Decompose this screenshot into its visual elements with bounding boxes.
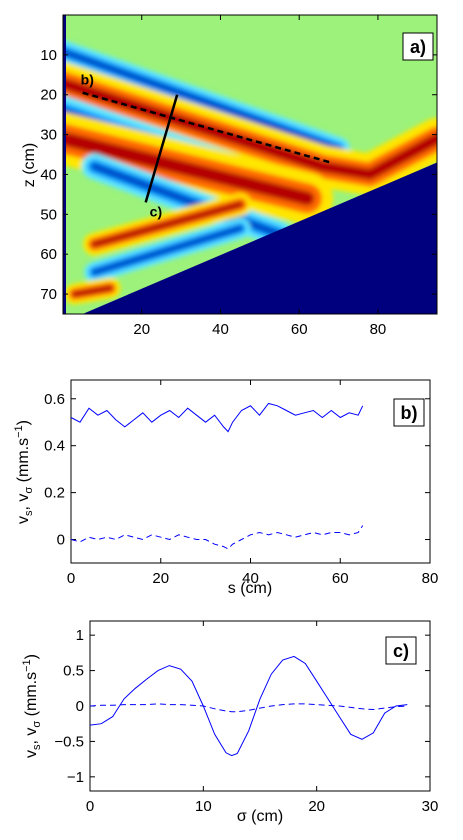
ytick-label: 20 [40, 87, 57, 104]
panel-a-axes: 10 20 30 40 50 60 70 20 40 60 80 [40, 15, 437, 338]
panel-c-ytick-label: 0.5 [63, 663, 84, 680]
transect-c-line [144, 94, 179, 203]
panel-b-series-solid [71, 402, 364, 433]
panel-c-xlabel: σ (cm) [237, 808, 283, 825]
heatmap-band-6-layer-2 [91, 225, 243, 275]
ytick-label: 10 [40, 47, 57, 64]
panel-b-ytick-label: 0.6 [44, 391, 65, 408]
heatmap-band-7-layer-2 [72, 285, 113, 297]
panel-b-xlabel: s (cm) [228, 580, 272, 597]
panel-b-frame [70, 379, 431, 564]
panel-b-ylabel: vs, vσ (mm.s−1) [13, 420, 35, 524]
panel-b-ytick-label: 0.4 [44, 438, 65, 455]
heatmap-bands [63, 39, 437, 305]
panel-a-heatmap: b) c) 10 20 30 40 50 60 70 20 40 60 80 z (cm) a) [21, 14, 438, 338]
panel-b-xtick-label: 40 [242, 570, 259, 587]
panel-c-frame [89, 620, 431, 792]
ytick-label: 50 [40, 206, 57, 223]
panel-c-ytick-label: 0 [76, 698, 84, 715]
panel-c-series-dashed [90, 703, 408, 713]
panel-c-ytick-label: −1 [67, 769, 84, 786]
panel-c-line-chart: 0 10 20 30 −1 −0.5 0 0.5 1 σ (cm) vs, vσ (mm.s−1… [21, 620, 438, 825]
panel-a-label: a) [410, 37, 426, 57]
ytick-label: 70 [40, 286, 57, 303]
panel-b-label-box: b) [393, 398, 425, 427]
panel-c-xtick-label: 10 [195, 798, 212, 815]
panel-b-ytick-label: 0 [57, 532, 65, 549]
heatmap-band-5-layer-2 [91, 201, 244, 248]
panel-a-frame [62, 14, 438, 315]
left-edge-strip [63, 15, 66, 314]
transect-b-line [82, 91, 332, 164]
panel-c-series [90, 655, 408, 757]
heatmap-band-0-layer-2 [63, 48, 342, 152]
panel-c-xtick-label: 30 [422, 798, 439, 815]
panel-c-axes: 0 10 20 30 −1 −0.5 0 0.5 1 [54, 621, 438, 815]
panel-b-series-dashed [71, 525, 364, 550]
panel-c-series-solid [90, 655, 408, 757]
panel-c-ylabel: vs, vσ (mm.s−1) [21, 654, 43, 758]
xtick-label: 60 [291, 321, 308, 338]
panel-c-label: c) [393, 641, 409, 661]
panel-b-xtick-label: 80 [422, 570, 439, 587]
xtick-label: 20 [133, 321, 150, 338]
panel-c-ytick-label: 1 [76, 627, 84, 644]
panel-c-xtick-label: 20 [308, 798, 325, 815]
heatmap-band-3-layer-2 [63, 131, 315, 206]
panel-c-label-box: c) [385, 636, 417, 665]
ytick-label: 40 [40, 166, 57, 183]
panel-b-series [71, 402, 364, 550]
panel-b-xtick-label: 20 [152, 570, 169, 587]
transect-b-label: b) [81, 72, 94, 88]
ytick-label: 30 [40, 127, 57, 144]
xtick-label: 40 [212, 321, 229, 338]
transect-c-label: c) [150, 203, 162, 219]
panel-a-label-box: a) [402, 32, 434, 61]
panel-b-axes: 0 20 40 60 80 0 0.2 0.4 0.6 [44, 380, 438, 587]
seabed-slope [82, 162, 438, 314]
panel-b-xtick-label: 60 [332, 570, 349, 587]
panel-b-ytick-label: 0.2 [44, 485, 65, 502]
panel-b-line-chart: 0 20 40 60 80 0 0.2 0.4 0.6 s (cm) vs, vσ (mm.s−… [13, 379, 438, 597]
panel-c-ytick-label: −0.5 [54, 733, 84, 750]
panel-c-xtick-label: 0 [86, 798, 94, 815]
panel-a-ylabel: z (cm) [21, 143, 38, 187]
panel-b-xtick-label: 0 [67, 570, 75, 587]
xtick-label: 80 [370, 321, 387, 338]
ytick-label: 60 [40, 246, 57, 263]
panel-b-label: b) [401, 403, 418, 423]
